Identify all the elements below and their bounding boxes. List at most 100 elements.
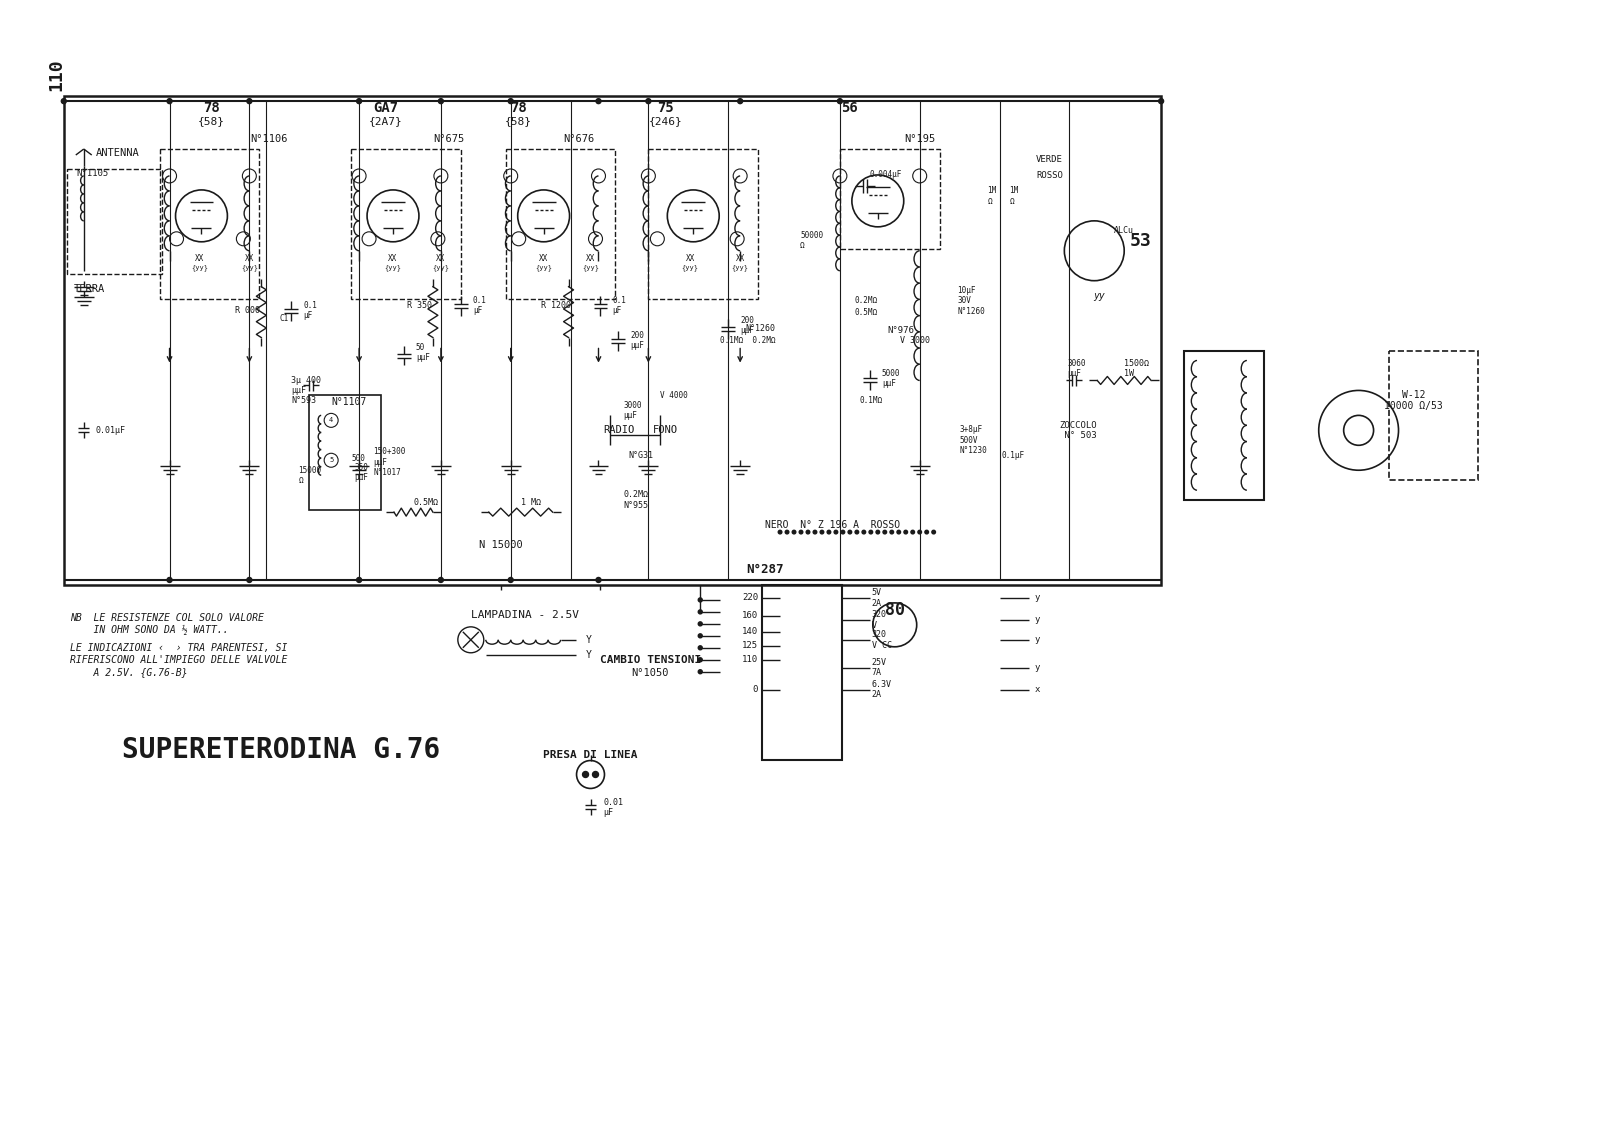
Text: ZOCCOLO
 N° 503: ZOCCOLO N° 503 [1059, 421, 1098, 440]
Text: 350
μμF: 350 μμF [354, 463, 368, 482]
Text: {yy}: {yy} [384, 265, 402, 271]
Text: 0.1
μF: 0.1 μF [304, 301, 317, 320]
Circle shape [166, 578, 173, 582]
Text: XX: XX [686, 254, 694, 264]
Text: 220: 220 [742, 594, 758, 603]
Text: NERO  N° Z 196 A  ROSSO: NERO N° Z 196 A ROSSO [765, 520, 901, 530]
Circle shape [792, 530, 795, 534]
Circle shape [925, 530, 928, 534]
Text: 200
μμF: 200 μμF [741, 316, 754, 335]
Circle shape [246, 578, 251, 582]
Text: 1M
Ω: 1M Ω [987, 187, 997, 206]
Text: 50
μμF: 50 μμF [416, 343, 430, 362]
Circle shape [800, 530, 803, 534]
Text: {2A7}: {2A7} [370, 116, 403, 126]
Text: TERRA: TERRA [74, 284, 106, 294]
Text: 78: 78 [510, 101, 526, 115]
Circle shape [698, 622, 702, 625]
Circle shape [646, 98, 651, 104]
Text: 3060
μμF: 3060 μμF [1067, 359, 1086, 378]
Text: 0.004μF: 0.004μF [870, 171, 902, 180]
Bar [506, 149, 616, 299]
Circle shape [806, 530, 810, 534]
Text: y: y [1035, 615, 1040, 624]
Text: 53: 53 [1130, 232, 1150, 250]
Text: {yy}: {yy} [731, 265, 749, 271]
Text: Y: Y [586, 634, 592, 645]
Text: 3+8μF
500V
N°1230: 3+8μF 500V N°1230 [960, 425, 987, 455]
Text: XX: XX [437, 254, 445, 264]
Text: 200
μμF: 200 μμF [630, 331, 645, 351]
Circle shape [778, 530, 782, 534]
Circle shape [357, 578, 362, 582]
Text: N°675: N°675 [434, 135, 464, 144]
Circle shape [918, 530, 922, 534]
Circle shape [597, 98, 602, 104]
Circle shape [667, 190, 718, 242]
Text: XX: XX [539, 254, 549, 264]
Circle shape [438, 98, 443, 104]
Bar [648, 149, 758, 299]
Circle shape [834, 530, 838, 534]
Circle shape [698, 658, 702, 662]
Text: FONO: FONO [653, 425, 678, 435]
Bar [64, 96, 1162, 585]
Text: XX: XX [195, 254, 205, 264]
Circle shape [890, 530, 893, 534]
Circle shape [848, 530, 851, 534]
Circle shape [813, 530, 816, 534]
Text: 1 MΩ: 1 MΩ [520, 498, 541, 507]
Text: 75: 75 [658, 101, 674, 115]
Text: 0.1MΩ  0.2MΩ: 0.1MΩ 0.2MΩ [720, 336, 776, 345]
Circle shape [851, 175, 904, 227]
Circle shape [582, 771, 589, 777]
Text: 0.1
μF: 0.1 μF [474, 296, 486, 316]
Text: XX: XX [586, 254, 595, 264]
Text: 5000
μμF: 5000 μμF [882, 369, 901, 388]
Text: 500: 500 [350, 454, 365, 463]
Bar [309, 396, 381, 510]
Text: {yy}: {yy} [242, 265, 258, 271]
Circle shape [698, 633, 702, 638]
Circle shape [842, 530, 845, 534]
Text: CAMBIO TENSIONI: CAMBIO TENSIONI [600, 655, 701, 665]
Circle shape [931, 530, 936, 534]
Text: RIFERISCONO ALL'IMPIEGO DELLE VALVOLE: RIFERISCONO ALL'IMPIEGO DELLE VALVOLE [70, 655, 286, 665]
Text: N°287: N°287 [746, 563, 784, 577]
Text: 80: 80 [885, 601, 904, 619]
Text: 0.01
μF: 0.01 μF [603, 797, 624, 817]
Circle shape [786, 530, 789, 534]
Text: 15000
Ω: 15000 Ω [298, 466, 322, 485]
Text: 150+300
μμF
N°1017: 150+300 μμF N°1017 [373, 448, 405, 477]
Text: 0.01μF: 0.01μF [96, 426, 126, 434]
Text: yy: yy [1093, 291, 1106, 301]
Circle shape [698, 610, 702, 614]
Circle shape [877, 530, 880, 534]
Text: 0.5MΩ: 0.5MΩ [413, 498, 438, 507]
Text: {yy}: {yy} [190, 265, 208, 271]
Circle shape [592, 771, 598, 777]
Text: N°195: N°195 [904, 135, 936, 144]
Circle shape [698, 598, 702, 602]
Text: RADIO: RADIO [603, 425, 634, 435]
Text: {yy}: {yy} [432, 265, 450, 271]
Circle shape [597, 578, 602, 582]
Text: Y: Y [586, 650, 592, 659]
Text: LAMPADINA - 2.5V: LAMPADINA - 2.5V [470, 610, 579, 620]
Text: 1M
Ω: 1M Ω [1010, 187, 1019, 206]
Text: R 350: R 350 [406, 301, 432, 310]
Text: N°G31: N°G31 [629, 451, 653, 460]
Text: 5V
2A: 5V 2A [872, 588, 882, 607]
Circle shape [357, 98, 362, 104]
Text: 4: 4 [330, 417, 333, 423]
Text: 320
V: 320 V [872, 610, 886, 630]
Text: 0: 0 [752, 685, 758, 694]
Text: N°1050: N°1050 [632, 667, 669, 677]
Circle shape [738, 98, 742, 104]
Circle shape [509, 578, 514, 582]
Text: 0.2MΩ: 0.2MΩ [854, 296, 878, 305]
Text: 320
V CC: 320 V CC [872, 630, 891, 649]
Circle shape [698, 646, 702, 650]
Bar [1184, 351, 1264, 500]
Text: 125: 125 [742, 641, 758, 650]
